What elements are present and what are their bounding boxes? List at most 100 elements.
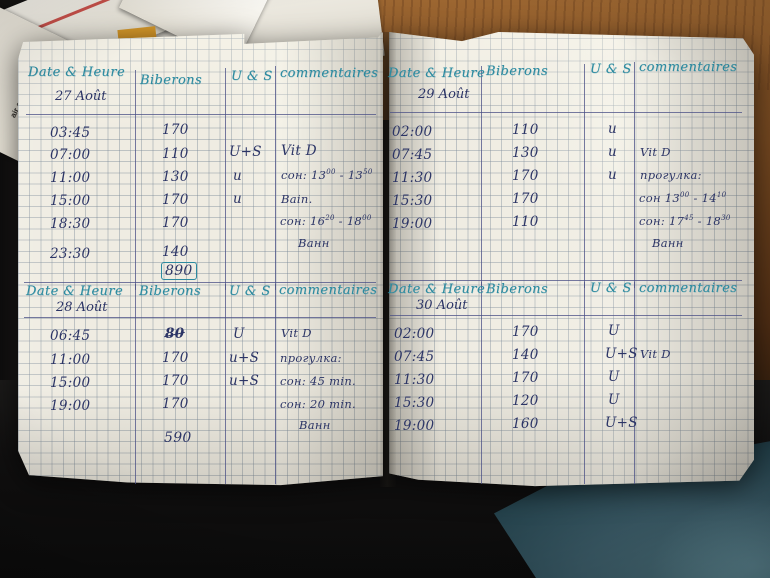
header-rule bbox=[24, 317, 376, 319]
cell-biberons: 110 bbox=[512, 214, 539, 230]
cell-time: 19:00 bbox=[394, 418, 435, 434]
cell-comment: Vit D bbox=[640, 347, 671, 361]
header-us: U & S bbox=[590, 281, 632, 296]
header-commentaires: commentaires bbox=[639, 281, 738, 296]
cell-comment: Bain. bbox=[281, 192, 313, 206]
table-date: 28 Août bbox=[56, 300, 108, 315]
cell-time: 11:30 bbox=[392, 170, 433, 186]
col-rule bbox=[634, 282, 636, 484]
header-rule bbox=[390, 112, 742, 114]
col-rule bbox=[275, 66, 277, 290]
cell-comment: прогулка: bbox=[280, 351, 342, 365]
table-date: 27 Août bbox=[55, 89, 107, 104]
comment-sup: 30 bbox=[721, 214, 731, 223]
cell-comment: сон 1300 - 1410 bbox=[639, 191, 726, 205]
cell-biberons: 170 bbox=[162, 192, 189, 208]
cell-biberons: 170 bbox=[512, 191, 539, 207]
cell-biberons: 170 bbox=[162, 215, 189, 231]
cell-biberons: 120 bbox=[512, 393, 539, 409]
comment-sup: 20 bbox=[325, 214, 335, 223]
table-date: 30 Août bbox=[416, 298, 468, 313]
cell-comment: Ванн bbox=[652, 236, 684, 250]
comment-mid: - 14 bbox=[689, 191, 717, 205]
cell-time: 07:45 bbox=[392, 147, 433, 163]
cell-us: U+S bbox=[229, 144, 262, 160]
header-us: U & S bbox=[590, 62, 632, 77]
cell-biberons: 160 bbox=[512, 416, 539, 432]
cell-biberons: 80 bbox=[165, 326, 185, 342]
cell-us: U bbox=[608, 323, 620, 339]
comment-mid: - 13 bbox=[335, 168, 364, 182]
cell-biberons: 170 bbox=[162, 350, 189, 366]
comment-text: сон 13 bbox=[639, 191, 681, 205]
cell-biberons: 170 bbox=[162, 122, 189, 138]
cell-time: 03:45 bbox=[50, 125, 91, 141]
cell-us: u+S bbox=[229, 350, 260, 366]
comment-text: сон: 17 bbox=[639, 214, 685, 228]
cell-time: 02:00 bbox=[392, 124, 433, 140]
comment-sup: 00 bbox=[362, 214, 372, 223]
cell-us: U bbox=[608, 392, 620, 408]
cell-time: 07:00 bbox=[50, 147, 91, 163]
header-commentaires: commentaires bbox=[279, 283, 378, 298]
cell-us: u bbox=[608, 167, 617, 183]
cell-time: 07:45 bbox=[394, 349, 435, 365]
cell-comment: сон: 1745 - 1830 bbox=[639, 214, 731, 228]
cell-time: 11:00 bbox=[50, 170, 91, 186]
comment-sup: 50 bbox=[363, 168, 373, 177]
cell-time: 19:00 bbox=[392, 216, 433, 232]
col-rule bbox=[481, 66, 483, 288]
comment-sup: 00 bbox=[326, 168, 336, 177]
header-rule bbox=[26, 114, 376, 116]
cell-biberons: 170 bbox=[162, 373, 189, 389]
cell-biberons: 110 bbox=[162, 146, 189, 162]
table-total: 590 bbox=[164, 430, 192, 446]
comment-sup: 45 bbox=[684, 214, 694, 223]
header-biberons: Biberons bbox=[140, 73, 203, 88]
col-rule bbox=[584, 282, 586, 484]
cell-time: 06:45 bbox=[50, 328, 91, 344]
cell-comment: Vit D bbox=[640, 145, 671, 159]
cell-comment: сон: 1620 - 1800 bbox=[280, 214, 372, 228]
comment-sup: 00 bbox=[680, 191, 690, 200]
cell-time: 23:30 bbox=[50, 246, 91, 262]
header-commentaires: commentaires bbox=[639, 60, 738, 75]
cell-us: u bbox=[233, 168, 242, 184]
cell-biberons: 110 bbox=[512, 122, 539, 138]
cell-us: U bbox=[608, 369, 620, 385]
cell-biberons: 130 bbox=[162, 169, 189, 185]
col-rule bbox=[225, 284, 227, 484]
header-us: U & S bbox=[229, 284, 271, 299]
header-date-heure: Date & Heure bbox=[388, 282, 486, 297]
header-date-heure: Date & Heure bbox=[388, 66, 486, 81]
cell-us: U+S bbox=[605, 415, 638, 431]
col-rule bbox=[135, 70, 137, 290]
col-rule bbox=[135, 284, 137, 484]
cell-biberons: 170 bbox=[512, 370, 539, 386]
cell-time: 19:00 bbox=[50, 398, 91, 414]
col-rule bbox=[275, 284, 277, 484]
col-rule bbox=[634, 62, 636, 288]
cell-comment: Vit D bbox=[281, 143, 317, 159]
header-us: U & S bbox=[231, 69, 273, 84]
cell-us: u bbox=[608, 144, 617, 160]
cell-biberons: 170 bbox=[162, 396, 189, 412]
cell-time: 15:30 bbox=[392, 193, 433, 209]
header-biberons: Biberons bbox=[486, 64, 549, 79]
bottom-rule bbox=[24, 282, 376, 284]
table-date: 29 Août bbox=[418, 87, 470, 102]
notebook-spine-fold bbox=[380, 32, 396, 487]
cell-comment: сон: 20 min. bbox=[280, 397, 357, 411]
cell-comment: сон: 45 min. bbox=[280, 374, 357, 388]
cell-comment: Vit D bbox=[281, 326, 312, 340]
comment-text: сон: 13 bbox=[281, 168, 327, 182]
cell-time: 11:00 bbox=[50, 352, 91, 368]
cell-time: 18:30 bbox=[50, 216, 91, 232]
col-rule bbox=[584, 64, 586, 288]
cell-us: U+S bbox=[605, 346, 638, 362]
cell-biberons: 170 bbox=[512, 324, 539, 340]
comment-mid: - 18 bbox=[693, 214, 722, 228]
cell-comment: Ванн bbox=[298, 236, 330, 250]
header-biberons: Biberons bbox=[139, 284, 202, 299]
